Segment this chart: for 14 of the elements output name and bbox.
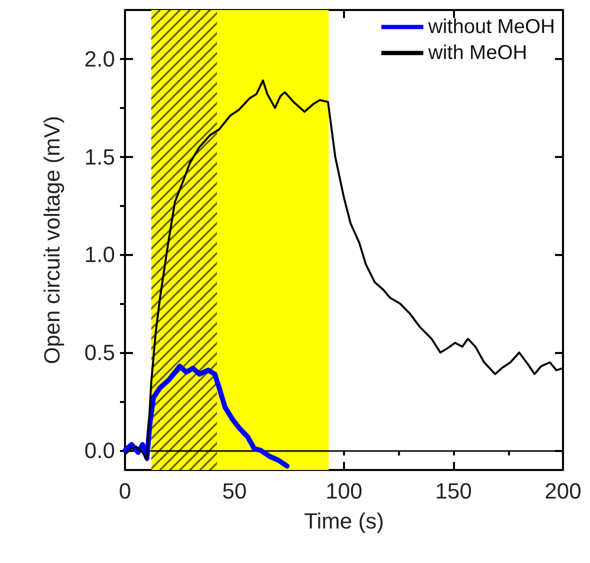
y-tick-label: 1.0 — [84, 242, 115, 268]
x-tick-label: 0 — [118, 478, 132, 504]
x-axis-title: Time (s) — [304, 508, 384, 534]
x-tick-label: 100 — [326, 478, 362, 504]
y-tick-label: 1.5 — [84, 144, 115, 170]
legend-label: with MeOH — [427, 42, 528, 64]
legend-label: without MeOH — [427, 16, 556, 38]
y-axis-title: Open circuit voltage (mV) — [40, 116, 64, 364]
y-tick-label: 2.0 — [84, 46, 115, 72]
x-tick-label: 200 — [544, 478, 582, 504]
x-tick-label: 150 — [435, 478, 472, 504]
y-tick-label: 0.5 — [84, 340, 115, 366]
x-tick-label: 50 — [222, 478, 247, 504]
y-tick-label: 0.0 — [84, 438, 115, 463]
